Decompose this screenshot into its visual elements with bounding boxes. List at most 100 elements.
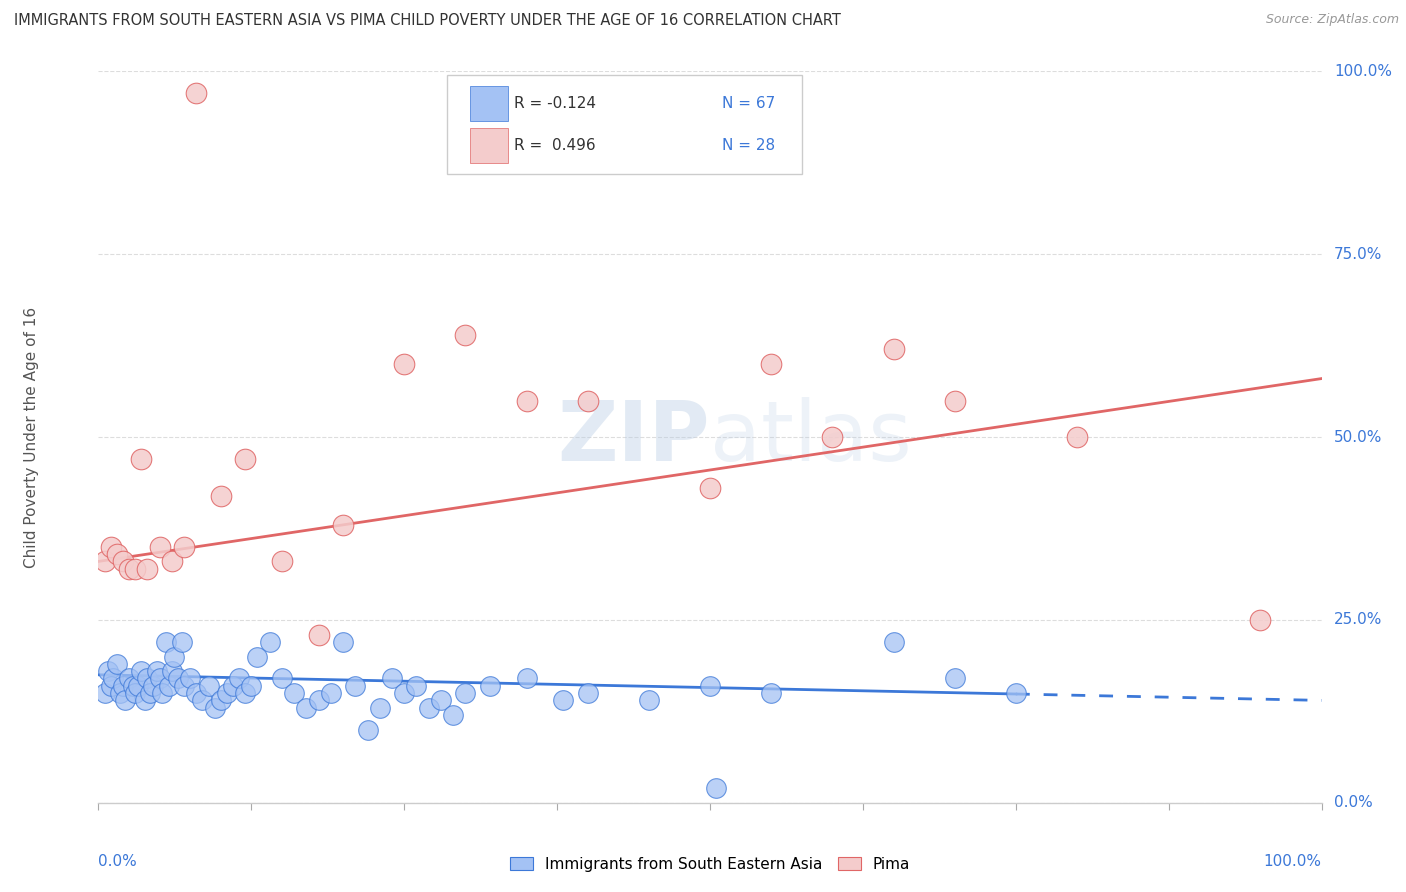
Point xyxy=(246,649,269,664)
Point xyxy=(576,686,599,700)
Point xyxy=(381,672,404,686)
Point xyxy=(332,635,354,649)
Point xyxy=(186,686,208,700)
Point xyxy=(93,686,115,700)
Point xyxy=(454,327,477,342)
Point xyxy=(118,672,141,686)
Text: ZIP: ZIP xyxy=(558,397,710,477)
Point xyxy=(149,540,172,554)
Point xyxy=(105,547,128,561)
Text: atlas: atlas xyxy=(710,397,911,477)
Point xyxy=(127,679,149,693)
Point xyxy=(124,562,146,576)
Point xyxy=(179,672,201,686)
Point xyxy=(418,700,440,714)
Point xyxy=(124,686,146,700)
Point xyxy=(142,679,165,693)
Point xyxy=(114,693,136,707)
Point xyxy=(110,686,132,700)
Text: R = -0.124: R = -0.124 xyxy=(515,95,596,111)
Point xyxy=(441,708,464,723)
Point xyxy=(270,554,294,568)
Point xyxy=(405,679,427,693)
Point xyxy=(270,672,294,686)
FancyBboxPatch shape xyxy=(447,75,801,174)
Point xyxy=(155,635,177,649)
Point xyxy=(93,554,115,568)
Point xyxy=(228,672,250,686)
Point xyxy=(129,664,152,678)
Point xyxy=(146,664,169,678)
Point xyxy=(157,679,180,693)
Point xyxy=(134,693,156,707)
Point xyxy=(1004,686,1026,700)
Text: 100.0%: 100.0% xyxy=(1334,64,1392,78)
Point xyxy=(295,700,318,714)
Point xyxy=(704,781,727,796)
Point xyxy=(821,430,844,444)
Point xyxy=(160,554,183,568)
Point xyxy=(1066,430,1088,444)
Point xyxy=(761,357,783,371)
Point xyxy=(259,635,281,649)
Point xyxy=(204,700,226,714)
Point xyxy=(191,693,214,707)
Point xyxy=(222,679,245,693)
Text: 75.0%: 75.0% xyxy=(1334,247,1382,261)
Text: 50.0%: 50.0% xyxy=(1334,430,1382,444)
Point xyxy=(430,693,453,707)
Point xyxy=(943,393,966,408)
Point xyxy=(308,693,330,707)
Point xyxy=(699,481,721,495)
Point xyxy=(209,693,232,707)
Point xyxy=(129,452,152,467)
Point xyxy=(150,686,173,700)
Point xyxy=(186,87,208,101)
Text: 0.0%: 0.0% xyxy=(1334,796,1372,810)
Point xyxy=(233,452,256,467)
Text: N = 67: N = 67 xyxy=(723,95,776,111)
Point xyxy=(149,672,172,686)
Point xyxy=(173,679,195,693)
Point xyxy=(699,679,721,693)
Point xyxy=(101,672,124,686)
Point xyxy=(233,686,256,700)
FancyBboxPatch shape xyxy=(470,86,508,121)
Point xyxy=(332,517,354,532)
Text: Child Poverty Under the Age of 16: Child Poverty Under the Age of 16 xyxy=(24,307,38,567)
Point xyxy=(215,686,238,700)
Point xyxy=(118,562,141,576)
Point xyxy=(553,693,575,707)
Point xyxy=(97,664,120,678)
Point xyxy=(392,686,416,700)
Point xyxy=(319,686,342,700)
Point xyxy=(240,679,263,693)
Point xyxy=(883,635,905,649)
Point xyxy=(160,664,183,678)
Legend: Immigrants from South Eastern Asia, Pima: Immigrants from South Eastern Asia, Pima xyxy=(502,849,918,880)
Point xyxy=(883,343,905,357)
Point xyxy=(100,679,122,693)
Point xyxy=(356,723,378,737)
Point xyxy=(197,679,219,693)
Point xyxy=(173,540,195,554)
Point xyxy=(392,357,416,371)
Point xyxy=(454,686,477,700)
Point xyxy=(368,700,391,714)
Point xyxy=(121,679,143,693)
Point xyxy=(1250,613,1272,627)
Point xyxy=(344,679,367,693)
Point xyxy=(136,562,159,576)
Text: 25.0%: 25.0% xyxy=(1334,613,1382,627)
Text: 100.0%: 100.0% xyxy=(1264,854,1322,869)
Point xyxy=(516,393,538,408)
Point xyxy=(943,672,966,686)
Point xyxy=(105,657,128,671)
Point xyxy=(170,635,193,649)
Text: IMMIGRANTS FROM SOUTH EASTERN ASIA VS PIMA CHILD POVERTY UNDER THE AGE OF 16 COR: IMMIGRANTS FROM SOUTH EASTERN ASIA VS PI… xyxy=(14,13,841,29)
Point xyxy=(139,686,162,700)
Text: N = 28: N = 28 xyxy=(723,138,775,153)
Point xyxy=(111,554,134,568)
Point xyxy=(761,686,783,700)
Point xyxy=(478,679,501,693)
